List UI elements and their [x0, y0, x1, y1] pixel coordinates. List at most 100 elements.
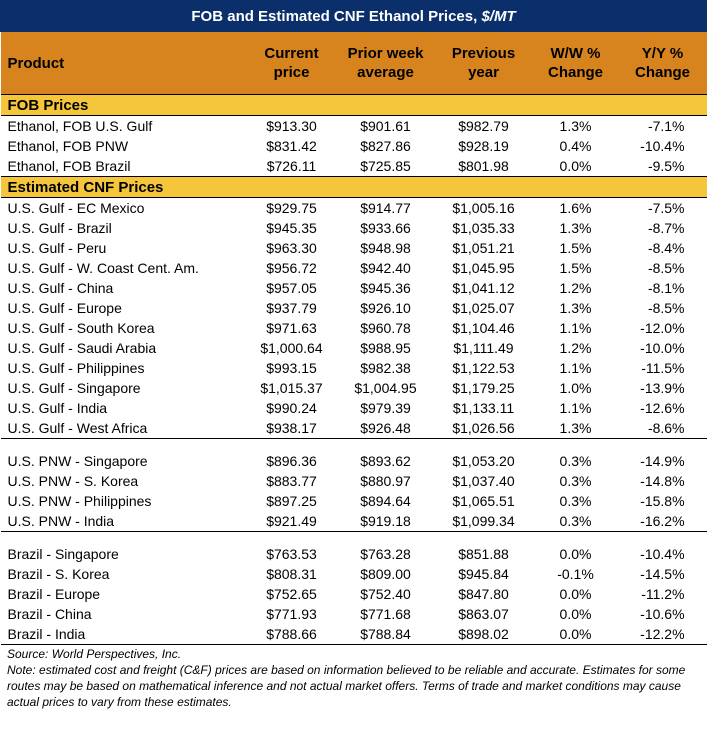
current-price-cell: $1,000.64 — [260, 340, 323, 356]
product-cell: U.S. Gulf - Singapore — [7, 380, 141, 396]
previous-year-cell: $847.80 — [458, 586, 509, 602]
yy-change-cell: -12.0% — [640, 320, 685, 336]
ww-change-cell: 1.3% — [532, 418, 619, 439]
current-price-cell: $726.11 — [266, 158, 317, 174]
ww-change-cell: 1.3% — [559, 220, 592, 236]
table-row: Ethanol, FOB PNW $831.42 $827.86 $928.19 0.4… — [1, 136, 707, 156]
ww-change-cell: 0.3% — [559, 473, 592, 489]
product-cell: U.S. Gulf - Brazil — [7, 220, 112, 236]
previous-year-cell: $1,037.40 — [452, 473, 515, 489]
table-title-row: FOB and Estimated CNF Ethanol Prices, $/… — [0, 0, 708, 32]
table-row: U.S. Gulf - India $990.24 $979.39 $1,133.11… — [1, 398, 707, 418]
product-cell: U.S. PNW - S. Korea — [7, 473, 139, 489]
ww-change-cell: 1.6% — [559, 200, 592, 216]
ww-change-cell: 1.1% — [559, 360, 592, 376]
spacer-cell — [1, 439, 707, 452]
current-price-cell: $831.42 — [266, 138, 317, 154]
product-cell: U.S. Gulf - India — [7, 400, 108, 416]
product-cell: U.S. Gulf - EC Mexico — [7, 200, 145, 216]
previous-year-cell: $851.88 — [458, 546, 509, 562]
product-cell: Brazil - India — [0, 624, 247, 645]
yy-change-cell: -7.1% — [647, 118, 685, 134]
previous-year-cell: $1,025.07 — [452, 300, 515, 316]
previous-year-cell: $863.07 — [458, 606, 509, 622]
ww-change-cell: 1.3% — [559, 300, 592, 316]
table-row: Ethanol, FOB Brazil $726.11 $725.85 $801.98… — [1, 156, 707, 177]
fob-rows: Ethanol, FOB U.S. Gulf $913.30 $901.61 $982… — [1, 116, 707, 177]
current-price-cell: $929.75 — [266, 200, 317, 216]
column-header-row: Product Current price Prior week average P… — [0, 31, 707, 95]
brazil-rows: Brazil - Singapore $763.53 $763.28 $851.88 0… — [0, 532, 707, 645]
section-title: FOB Prices — [0, 94, 707, 116]
previous-year-cell: $1,005.16 — [452, 200, 515, 216]
prior-week-cell: $960.78 — [360, 320, 411, 336]
ww-change-cell: 0.4% — [559, 138, 592, 154]
ww-change-cell: 1.3% — [559, 118, 592, 134]
product-cell: U.S. PNW - Singapore — [7, 453, 148, 469]
current-price-cell: $897.25 — [266, 493, 317, 509]
yy-change-cell: -8.6% — [618, 418, 707, 439]
yy-change-cell: -12.6% — [640, 400, 685, 416]
table-row: U.S. Gulf - Peru $963.30 $948.98 $1,051.21 1… — [1, 238, 707, 258]
product-cell: U.S. Gulf - Philippines — [7, 360, 145, 376]
yy-change-cell: -10.6% — [640, 606, 685, 622]
table-row: U.S. Gulf - West Africa $938.17 $926.48 $1,… — [0, 418, 707, 439]
current-price-cell: $971.63 — [266, 320, 317, 336]
previous-year-cell: $928.19 — [458, 138, 509, 154]
table-row: U.S. Gulf - EC Mexico $929.75 $914.77 $1,00… — [1, 198, 707, 219]
header-prior-week-average: Prior week average — [336, 31, 435, 95]
yy-change-cell: -14.8% — [640, 473, 685, 489]
yy-change-cell: -16.2% — [618, 511, 707, 532]
table-row: Brazil - India $788.66 $788.84 $898.02 0.0% -… — [0, 624, 707, 645]
section-cnf-prices: Estimated CNF Prices — [0, 176, 707, 198]
current-price-cell: $938.17 — [246, 418, 337, 439]
previous-year-cell: $898.02 — [434, 624, 533, 645]
table-row: Brazil - Europe $752.65 $752.40 $847.80 0.0%… — [1, 584, 707, 604]
current-price-cell: $913.30 — [266, 118, 317, 134]
prior-week-cell: $763.28 — [360, 546, 411, 562]
pnw-rows: U.S. PNW - Singapore $896.36 $893.62 $1,053… — [0, 439, 707, 532]
previous-year-cell: $1,065.51 — [452, 493, 515, 509]
current-price-cell: $763.53 — [266, 546, 317, 562]
current-price-cell: $896.36 — [266, 453, 317, 469]
ww-change-cell: 0.3% — [559, 453, 592, 469]
product-cell: Brazil - S. Korea — [7, 566, 110, 582]
header-yy-change: Y/Y % Change — [618, 31, 707, 95]
product-cell: Ethanol, FOB PNW — [7, 138, 129, 154]
ww-change-cell: -0.1% — [557, 566, 594, 582]
table-row: U.S. Gulf - Philippines $993.15 $982.38 $1,… — [1, 358, 707, 378]
product-cell: U.S. Gulf - W. Coast Cent. Am. — [7, 260, 199, 276]
prior-week-cell: $809.00 — [360, 566, 411, 582]
prior-week-cell: $979.39 — [360, 400, 411, 416]
previous-year-cell: $1,035.33 — [452, 220, 515, 236]
previous-year-cell: $945.84 — [458, 566, 509, 582]
header-product: Product — [0, 31, 247, 95]
table-row: U.S. PNW - Singapore $896.36 $893.62 $1,053… — [1, 451, 707, 471]
yy-change-cell: -14.9% — [640, 453, 685, 469]
ww-change-cell: 0.3% — [559, 493, 592, 509]
yy-change-cell: -13.9% — [640, 380, 685, 396]
spacer-cell — [1, 532, 707, 545]
yy-change-cell: -8.5% — [647, 300, 685, 316]
previous-year-cell: $1,111.49 — [453, 340, 514, 356]
table-row: U.S. Gulf - South Korea $971.63 $960.78 $1,… — [1, 318, 707, 338]
previous-year-cell: $1,053.20 — [452, 453, 515, 469]
prior-week-cell: $942.40 — [360, 260, 411, 276]
product-cell: U.S. PNW - Philippines — [7, 493, 152, 509]
prior-week-cell: $894.64 — [360, 493, 411, 509]
ww-change-cell: 1.5% — [559, 260, 592, 276]
product-cell: Ethanol, FOB Brazil — [7, 158, 131, 174]
prior-week-cell: $893.62 — [360, 453, 411, 469]
prior-week-cell: $948.98 — [360, 240, 411, 256]
yy-change-cell: -7.5% — [647, 200, 685, 216]
previous-year-cell: $1,051.21 — [452, 240, 515, 256]
table-row: U.S. Gulf - Saudi Arabia $1,000.64 $988.95… — [1, 338, 707, 358]
previous-year-cell: $1,179.25 — [452, 380, 515, 396]
yy-change-cell: -8.1% — [647, 280, 685, 296]
current-price-cell: $921.49 — [246, 511, 337, 532]
current-price-cell: $956.72 — [266, 260, 317, 276]
prior-week-cell: $982.38 — [360, 360, 411, 376]
table-row: U.S. PNW - Philippines $897.25 $894.64 $1,0… — [1, 491, 707, 511]
ww-change-cell: 1.1% — [559, 400, 592, 416]
current-price-cell: $1,015.37 — [260, 380, 323, 396]
